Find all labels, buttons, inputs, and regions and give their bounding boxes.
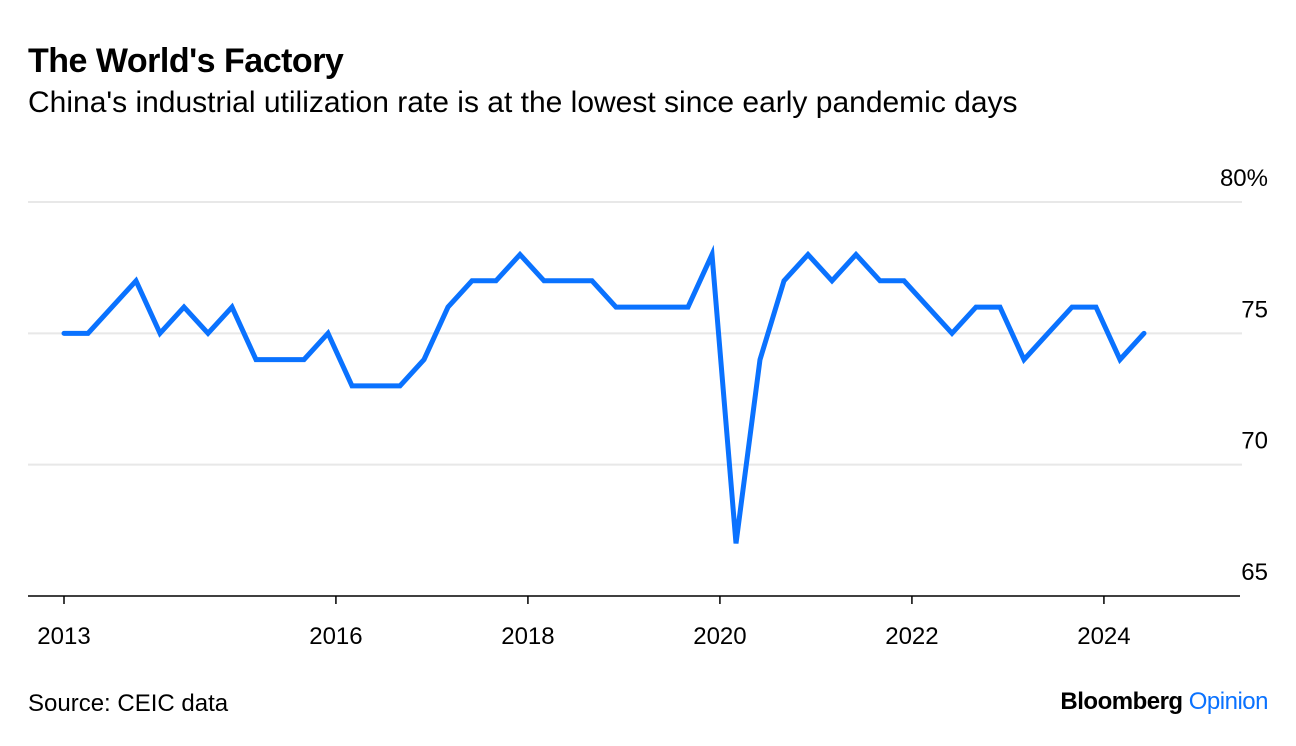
y-tick-label: 80% <box>1220 165 1268 192</box>
x-tick-label: 2013 <box>37 623 90 650</box>
chart-subtitle: China's industrial utilization rate is a… <box>28 86 1018 119</box>
x-tick-label: 2024 <box>1077 623 1130 650</box>
source-note: Source: CEIC data <box>28 690 229 717</box>
y-tick-label: 65 <box>1241 559 1268 586</box>
y-tick-label: 70 <box>1241 428 1268 455</box>
x-tick-label: 2020 <box>693 623 746 650</box>
y-tick-label: 75 <box>1241 296 1268 323</box>
x-tick-label: 2016 <box>309 623 362 650</box>
x-tick-label: 2022 <box>885 623 938 650</box>
x-tick-label: 2018 <box>501 623 554 650</box>
series-line <box>61 244 1147 544</box>
chart-title: The World's Factory <box>28 42 344 80</box>
logo-section: Opinion <box>1188 688 1269 715</box>
bloomberg-opinion-logo: Bloomberg Opinion <box>1060 688 1268 716</box>
logo-brand: Bloomberg <box>1060 688 1183 715</box>
